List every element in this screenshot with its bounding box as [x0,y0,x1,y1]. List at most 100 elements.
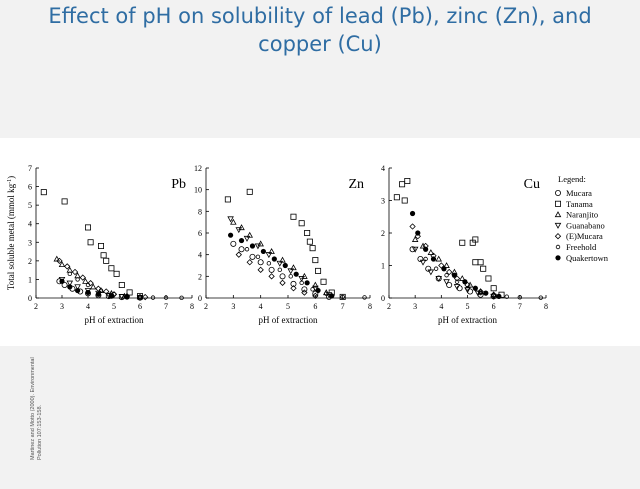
data-point [255,254,261,260]
data-point [279,279,286,286]
data-point [249,243,256,249]
data-point [124,294,130,300]
x-tick-label: 3 [231,302,235,311]
panel-pb: 2 3 4 5 6 7 8 0 1 2 3 4 5 6 7 Pb pH of extraction [28,164,194,325]
data-point [85,224,92,231]
data-point [435,276,442,282]
data-point [362,295,367,300]
data-point [227,216,234,223]
data-point [98,288,104,293]
data-point [290,280,297,287]
data-point [459,239,466,246]
data-point [483,290,489,296]
data-point [108,293,114,299]
data-point [315,287,321,294]
series-quakertown [59,278,130,300]
data-point [329,293,335,299]
data-point [137,294,143,300]
y-tick-label: 0 [28,294,32,303]
legend-item: Guanabano [554,220,605,230]
x-tick-label: 2 [34,302,38,311]
data-point [427,269,435,276]
series-mucara [409,246,497,300]
data-point [504,294,509,299]
legend-title: Legend: [558,174,586,184]
legend-label: Quakertown [566,253,609,263]
legend-label: (E)Mucara [566,231,603,241]
data-point [456,285,463,292]
data-point [61,198,68,205]
x-tick-label: 6 [492,302,496,311]
data-point [312,281,319,288]
legend-label: Mucara [566,188,592,198]
data-point [279,273,286,280]
data-point [441,266,447,272]
data-point [304,230,311,237]
data-point [290,264,297,271]
data-point [75,287,81,294]
data-point [282,262,288,269]
data-point [409,210,416,217]
data-point [56,257,63,265]
data-point [87,239,94,246]
data-point [399,181,406,188]
data-point [419,259,427,266]
data-point [423,246,429,252]
data-point [277,267,282,273]
y-tick-label: 4 [198,251,202,260]
y-tick-label: 1 [381,262,385,271]
data-point [238,237,245,244]
x-axis-label: pH of extraction [438,315,497,325]
series-mucara [230,240,332,300]
y-tick-label: 2 [28,257,32,266]
y-tick-label: 6 [28,183,32,192]
data-point [266,261,272,266]
x-tick-label: 7 [341,302,345,311]
y-tick-label: 4 [28,220,32,229]
data-point [244,247,250,252]
legend-marker [554,211,562,218]
data-point [453,284,461,291]
data-point [417,256,424,263]
data-point [61,281,68,288]
legend-marker [555,190,562,197]
data-point [306,238,313,245]
slide-title: Effect of pH on solubility of lead (Pb),… [0,2,640,58]
data-point [118,294,126,300]
x-tick-label: 4 [439,302,443,311]
x-tick-label: 8 [368,302,372,311]
x-tick-label: 5 [286,302,290,311]
data-point [95,291,101,297]
data-point [419,242,427,249]
data-point [108,265,115,272]
legend-item: (E)Mucara [554,231,603,241]
data-point [467,288,474,295]
data-point [454,279,460,284]
y-tick-label: 7 [28,164,32,173]
data-point [315,267,322,274]
data-point [290,213,297,220]
x-axis-label: pH of extraction [259,315,318,325]
data-point [118,281,125,288]
data-point [113,270,120,277]
data-point [287,268,295,275]
data-point [279,256,286,263]
y-axis-label-superscript: -1 [7,179,13,184]
data-point [444,273,449,278]
data-point [98,243,105,250]
y-tick-label: 10 [194,186,202,195]
series-emucara [235,251,319,299]
data-point [103,288,110,295]
legend-label: Naranjito [566,210,598,220]
data-point [312,292,319,299]
legend-marker [554,233,562,240]
figure-panel: 2 3 4 5 6 7 8 0 1 2 3 4 5 6 7 Pb pH of extraction 2 3 4 5 6 7 8… [0,138,640,346]
data-point [163,295,169,300]
data-point [235,227,243,234]
data-point [298,220,305,227]
data-point [490,285,497,292]
data-point [480,265,487,272]
data-point [415,230,421,236]
data-point [299,280,304,286]
